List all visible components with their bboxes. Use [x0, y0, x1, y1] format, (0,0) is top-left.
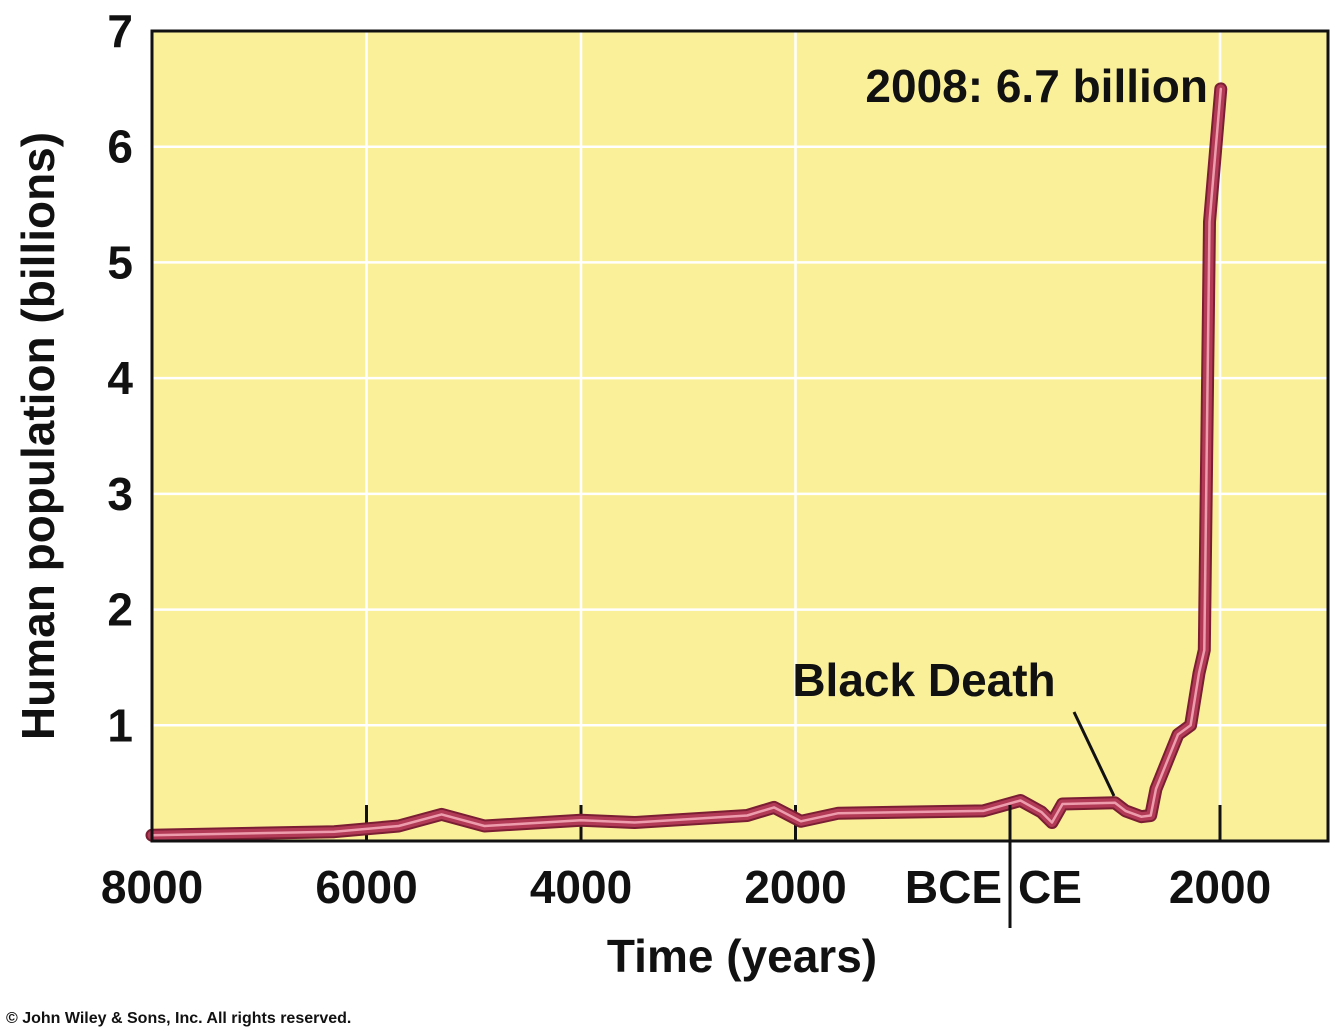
copyright-notice: © John Wiley & Sons, Inc. All rights res…: [6, 1010, 352, 1027]
x-tick-label: 8000: [101, 861, 203, 913]
y-tick-label: 7: [107, 5, 133, 57]
annotation-2008: 2008: 6.7 billion: [865, 60, 1208, 112]
ce-label: CE: [1018, 861, 1082, 913]
x-tick-label: 4000: [530, 861, 632, 913]
black-death-pointer: [1072, 711, 1116, 797]
y-tick-label: 6: [107, 121, 133, 173]
y-axis-title: Human population (billions): [12, 132, 64, 740]
plot-area: [152, 31, 1328, 841]
annotation-black-death: Black Death: [792, 654, 1055, 706]
y-tick-label: 3: [107, 468, 133, 520]
series-line-highlight: [150, 87, 1223, 837]
y-tick-label: 4: [107, 352, 133, 404]
y-tick-label: 2: [107, 584, 133, 636]
x-tick-label: 2000: [1169, 861, 1271, 913]
x-tick-label: 6000: [315, 861, 417, 913]
y-tick-label: 1: [107, 699, 133, 751]
bce-label: BCE: [905, 861, 1002, 913]
y-tick-label: 5: [107, 236, 133, 288]
x-tick-label: 2000: [744, 861, 846, 913]
x-axis-title: Time (years): [607, 930, 877, 982]
y-axis-ticks: 1 2 3 4 5 6 7: [107, 5, 133, 751]
series-layer: [145, 82, 1228, 842]
plot-frame: [150, 29, 1330, 843]
